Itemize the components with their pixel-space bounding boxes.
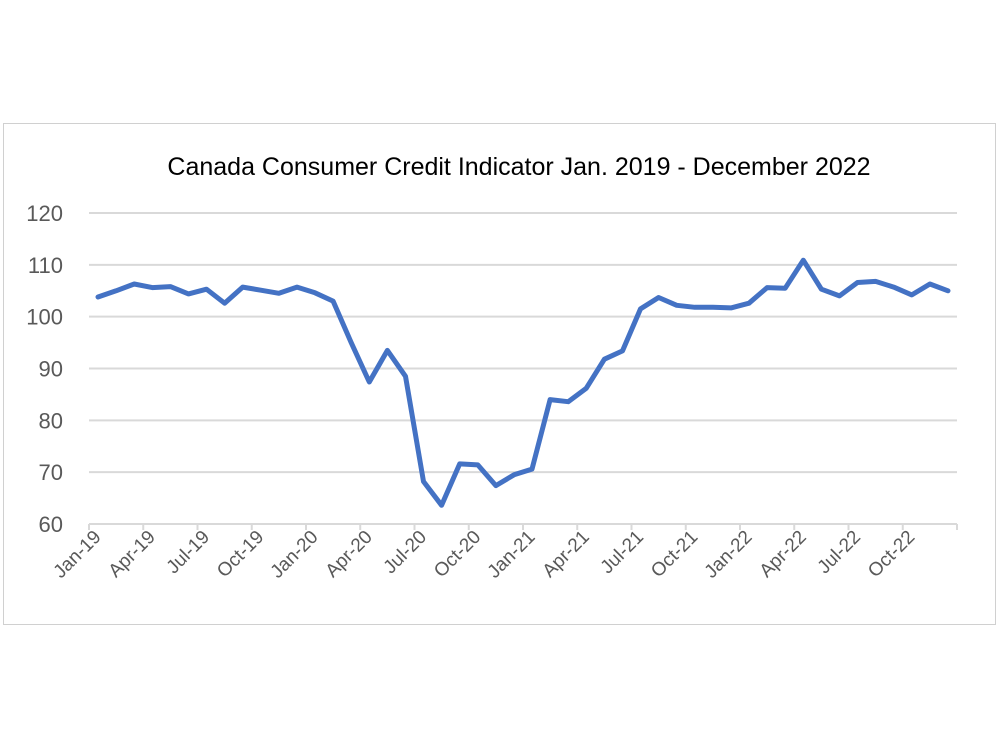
x-tick-label: Apr-22 xyxy=(756,527,811,582)
chart-title: Canada Consumer Credit Indicator Jan. 20… xyxy=(167,153,870,181)
y-tick-label: 120 xyxy=(26,201,63,226)
x-tick-label: Jan-22 xyxy=(701,527,757,583)
x-tick-label: Jul-19 xyxy=(163,527,214,578)
y-tick-label: 60 xyxy=(39,512,63,537)
x-tick-label: Jan-20 xyxy=(267,527,323,583)
y-tick-label: 90 xyxy=(39,357,63,382)
x-tick-label: Oct-20 xyxy=(430,527,485,582)
x-tick-label: Oct-21 xyxy=(647,527,702,582)
y-tick-label: 70 xyxy=(39,460,63,485)
x-tick-label: Oct-19 xyxy=(213,527,268,582)
y-tick-label: 110 xyxy=(28,253,63,278)
x-tick-label: Apr-21 xyxy=(539,527,594,582)
x-tick-label: Jul-21 xyxy=(597,527,648,578)
x-tick-label: Apr-20 xyxy=(322,527,377,582)
x-tick-label: Jan-21 xyxy=(484,527,540,583)
chart-frame xyxy=(3,123,996,625)
series-line xyxy=(95,257,951,508)
y-tick-label: 100 xyxy=(26,305,63,330)
y-tick-label: 80 xyxy=(39,408,63,433)
x-tick-label: Oct-22 xyxy=(864,527,919,582)
x-tick-label: Apr-19 xyxy=(105,527,160,582)
x-tick-label: Jul-20 xyxy=(380,527,431,578)
x-tick-label: Jul-22 xyxy=(814,527,865,578)
